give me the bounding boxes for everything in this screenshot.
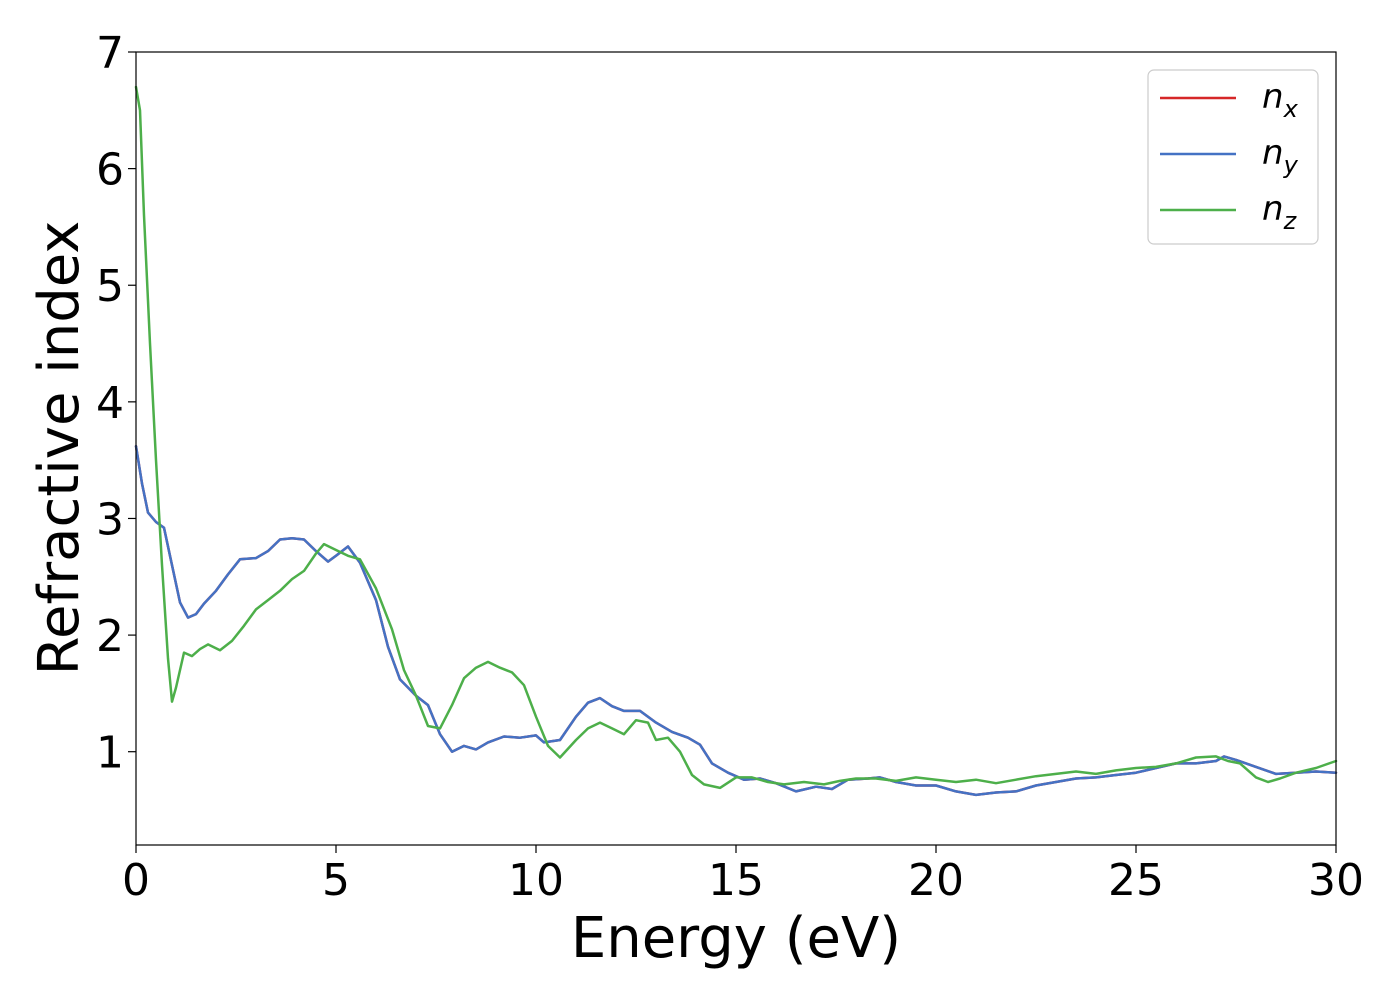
y-tick-label: 3 [96, 494, 124, 545]
legend-label-base: n [1262, 189, 1284, 229]
series-line-n-y [134, 444, 1338, 797]
legend-label-subscript: y [1283, 151, 1299, 179]
legend-label: nx [1262, 77, 1299, 123]
legend-label-subscript: x [1283, 95, 1299, 123]
series-layer [134, 85, 1338, 797]
legend-label-subscript: z [1283, 207, 1298, 235]
y-axis-title: Refractive index [27, 221, 92, 676]
legend-label: nz [1262, 189, 1298, 235]
x-tick-label: 30 [1308, 855, 1364, 906]
y-tick-label: 6 [96, 145, 124, 196]
y-axis-ticks: 1 2 3 4 5 6 7 [96, 28, 136, 779]
legend-label: ny [1262, 133, 1299, 179]
x-tick-label: 0 [122, 855, 150, 906]
y-tick-label: 1 [96, 728, 124, 779]
x-axis-ticks: 0 5 10 15 20 25 30 [122, 845, 1364, 906]
y-tick-label: 4 [96, 378, 124, 429]
legend-label-base: n [1262, 133, 1284, 173]
y-tick-label: 7 [96, 28, 124, 79]
legend-label-base: n [1262, 77, 1284, 117]
plot-area [136, 52, 1336, 845]
x-tick-label: 10 [508, 855, 564, 906]
legend-box [1147, 69, 1319, 245]
x-tick-label: 20 [908, 855, 964, 906]
x-axis-title: Energy (eV) [571, 906, 901, 971]
x-tick-label: 15 [708, 855, 764, 906]
y-tick-label: 2 [96, 611, 124, 662]
series-line-n-z [134, 85, 1338, 790]
x-tick-label: 25 [1108, 855, 1164, 906]
y-tick-label: 5 [96, 261, 124, 312]
x-tick-label: 5 [322, 855, 350, 906]
